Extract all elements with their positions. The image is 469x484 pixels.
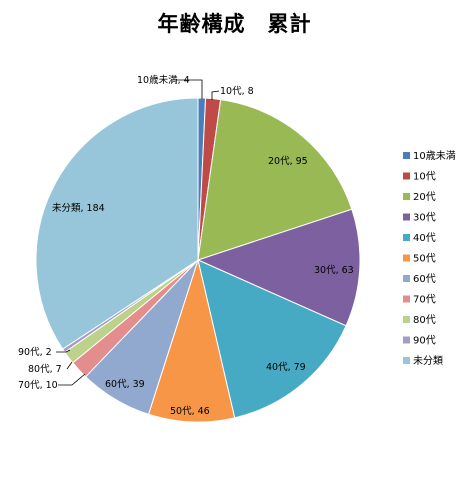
legend-swatch bbox=[403, 357, 410, 364]
legend-label: 60代 bbox=[413, 273, 436, 285]
legend-label: 10代 bbox=[413, 171, 436, 183]
legend-label: 未分類 bbox=[413, 355, 443, 367]
pie-slice bbox=[35, 97, 199, 350]
leader-line bbox=[56, 349, 71, 353]
pie-slice bbox=[197, 259, 347, 419]
data-label: 80代, 7 bbox=[28, 364, 62, 375]
pie-slice bbox=[197, 99, 353, 261]
legend-label: 20代 bbox=[413, 191, 436, 203]
legend-label: 40代 bbox=[413, 232, 436, 244]
leader-line bbox=[176, 79, 203, 99]
legend-swatch bbox=[403, 336, 410, 344]
legend-label: 10歳未満 bbox=[413, 150, 456, 162]
legend-swatch bbox=[403, 234, 410, 241]
data-label: 50代, 46 bbox=[170, 406, 210, 417]
data-label: 20代, 95 bbox=[268, 156, 308, 167]
leader-line bbox=[58, 373, 86, 386]
legend-swatch bbox=[403, 254, 410, 262]
data-label: 未分類, 184 bbox=[52, 202, 105, 214]
chart-title: 年齢構成 累計 bbox=[157, 12, 312, 36]
pie-slice bbox=[147, 258, 236, 423]
legend-swatch bbox=[403, 193, 410, 200]
legend-swatch bbox=[403, 316, 410, 323]
leader-line bbox=[211, 90, 220, 100]
data-label: 10歳未満, 4 bbox=[137, 74, 190, 86]
legend-swatch bbox=[403, 172, 410, 180]
data-label: 10代, 8 bbox=[220, 86, 254, 97]
legend-swatch bbox=[403, 152, 410, 159]
legend-swatch bbox=[403, 213, 410, 221]
legend-label: 30代 bbox=[413, 212, 436, 224]
legend-label: 80代 bbox=[413, 314, 436, 326]
leader-line bbox=[66, 361, 73, 370]
legend-label: 70代 bbox=[413, 294, 436, 306]
legend-swatch bbox=[403, 275, 410, 282]
legend-swatch bbox=[403, 295, 410, 303]
legend-label: 50代 bbox=[413, 253, 436, 265]
data-label: 70代, 10 bbox=[18, 380, 58, 391]
data-label: 30代, 63 bbox=[314, 265, 354, 276]
data-label: 90代, 2 bbox=[18, 347, 52, 358]
data-label: 40代, 79 bbox=[266, 362, 306, 373]
data-label: 60代, 39 bbox=[105, 379, 145, 390]
pie-slice bbox=[196, 208, 361, 327]
legend-label: 90代 bbox=[413, 335, 436, 347]
